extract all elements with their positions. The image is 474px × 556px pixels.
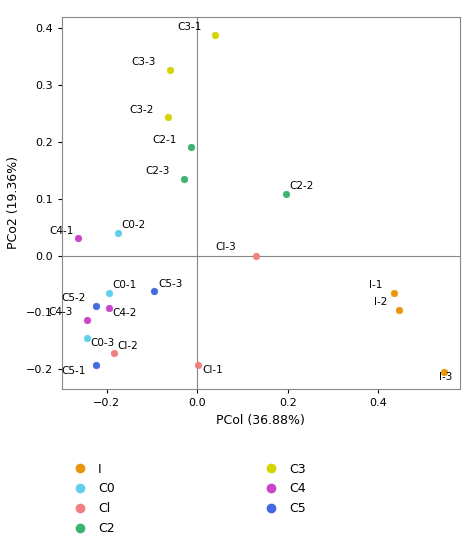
Text: C0-2: C0-2 (122, 220, 146, 230)
Point (212, 31, 219, 39)
Text: Cl-3: Cl-3 (216, 242, 236, 252)
Point (440, 368, 448, 376)
Text: I-2: I-2 (374, 297, 387, 307)
Y-axis label: PCo2 (19.36%): PCo2 (19.36%) (7, 156, 20, 250)
Point (105, 288, 113, 297)
Legend: C3, C4, C5: C3, C4, C5 (259, 463, 306, 515)
Text: C2-2: C2-2 (289, 181, 314, 191)
Text: C5-3: C5-3 (158, 279, 182, 289)
Point (92, 361, 100, 370)
Point (194, 360, 202, 369)
Point (92, 301, 100, 310)
Text: C2-3: C2-3 (146, 166, 170, 176)
Text: C4-1: C4-1 (49, 226, 73, 236)
Text: C3-3: C3-3 (132, 57, 156, 67)
Point (110, 349, 118, 358)
Text: I-1: I-1 (369, 280, 383, 290)
Text: C2-1: C2-1 (152, 135, 176, 145)
Point (166, 66, 174, 75)
Text: I-3: I-3 (439, 373, 453, 383)
Text: Cl-2: Cl-2 (117, 340, 138, 350)
Point (114, 229, 122, 237)
Point (83, 334, 91, 342)
Point (105, 304, 113, 312)
Point (282, 190, 289, 198)
Text: C5-2: C5-2 (62, 293, 86, 303)
Point (151, 287, 158, 296)
Point (74, 234, 82, 243)
Point (187, 143, 194, 152)
Text: C3-2: C3-2 (129, 105, 154, 115)
Point (252, 251, 260, 260)
Text: C5-1: C5-1 (62, 365, 86, 375)
Point (391, 288, 398, 297)
X-axis label: PCol (36.88%): PCol (36.88%) (216, 414, 305, 427)
Text: C0-1: C0-1 (113, 280, 137, 290)
Text: C4-2: C4-2 (113, 308, 137, 318)
Text: C3-1: C3-1 (177, 22, 201, 32)
Point (83, 315, 91, 324)
Text: Cl-1: Cl-1 (202, 365, 223, 375)
Point (395, 305, 402, 314)
Text: C0-3: C0-3 (90, 338, 114, 348)
Text: C4-3: C4-3 (48, 307, 73, 317)
Point (164, 113, 172, 122)
Point (180, 175, 188, 183)
